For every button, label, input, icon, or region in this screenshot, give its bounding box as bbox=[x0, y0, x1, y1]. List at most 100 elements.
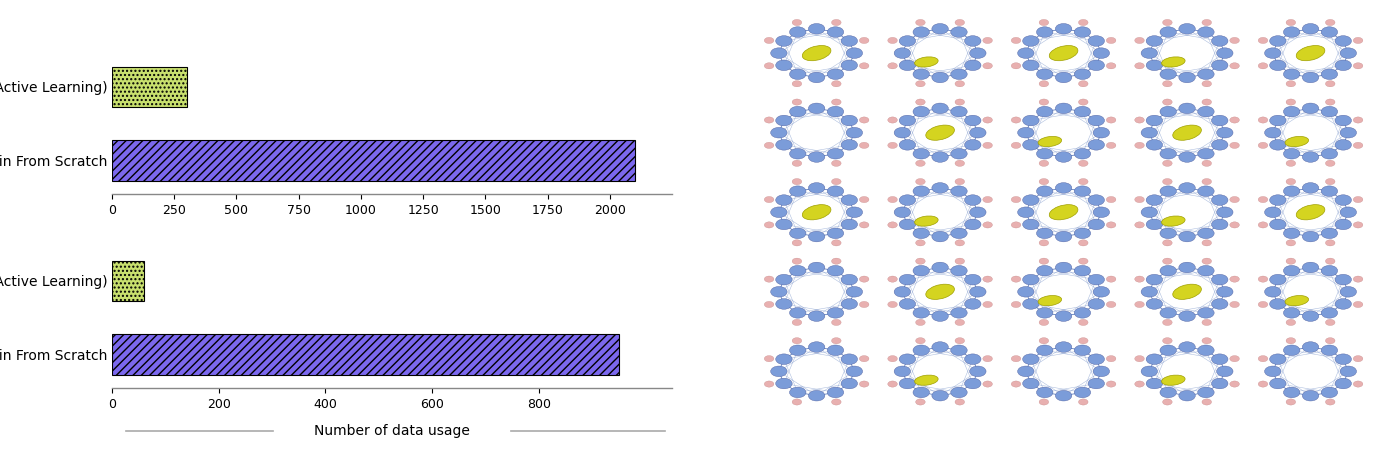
Circle shape bbox=[913, 69, 930, 79]
Circle shape bbox=[970, 207, 986, 217]
Circle shape bbox=[951, 266, 967, 276]
Circle shape bbox=[808, 311, 825, 322]
Circle shape bbox=[965, 354, 981, 364]
Circle shape bbox=[1141, 286, 1158, 297]
Circle shape bbox=[1162, 99, 1172, 105]
Circle shape bbox=[1078, 81, 1088, 87]
Circle shape bbox=[932, 391, 948, 401]
Circle shape bbox=[808, 342, 825, 352]
Circle shape bbox=[1259, 381, 1268, 387]
Circle shape bbox=[792, 179, 802, 185]
Circle shape bbox=[1264, 286, 1281, 297]
Circle shape bbox=[1018, 48, 1035, 59]
Circle shape bbox=[1203, 319, 1211, 326]
Circle shape bbox=[916, 319, 925, 326]
Circle shape bbox=[1074, 266, 1091, 276]
Circle shape bbox=[827, 387, 844, 398]
Circle shape bbox=[983, 355, 993, 362]
Circle shape bbox=[764, 117, 774, 123]
Circle shape bbox=[846, 48, 862, 59]
Circle shape bbox=[1179, 72, 1196, 83]
Circle shape bbox=[1197, 387, 1214, 398]
Circle shape bbox=[1284, 308, 1301, 318]
Circle shape bbox=[1287, 240, 1295, 246]
Circle shape bbox=[808, 152, 825, 162]
Circle shape bbox=[1162, 160, 1172, 166]
Circle shape bbox=[1287, 319, 1295, 326]
Circle shape bbox=[1270, 219, 1287, 230]
Circle shape bbox=[1197, 308, 1214, 318]
Circle shape bbox=[913, 27, 930, 37]
Circle shape bbox=[1018, 207, 1035, 217]
Circle shape bbox=[860, 37, 869, 44]
Circle shape bbox=[832, 338, 841, 344]
Circle shape bbox=[932, 311, 948, 322]
Circle shape bbox=[841, 378, 858, 389]
Circle shape bbox=[1018, 127, 1035, 138]
Circle shape bbox=[776, 274, 792, 285]
Circle shape bbox=[1022, 36, 1039, 46]
Circle shape bbox=[1203, 179, 1211, 185]
Circle shape bbox=[1036, 228, 1053, 239]
Circle shape bbox=[1203, 160, 1211, 166]
Ellipse shape bbox=[1296, 205, 1324, 220]
Circle shape bbox=[1264, 366, 1281, 377]
Circle shape bbox=[1197, 69, 1214, 79]
Circle shape bbox=[1147, 354, 1162, 364]
Circle shape bbox=[1106, 276, 1116, 282]
Circle shape bbox=[1217, 366, 1233, 377]
Circle shape bbox=[1147, 36, 1162, 46]
Circle shape bbox=[827, 345, 844, 355]
Circle shape bbox=[1036, 148, 1053, 159]
Circle shape bbox=[951, 148, 967, 159]
Circle shape bbox=[899, 36, 916, 46]
Circle shape bbox=[1217, 48, 1233, 59]
Circle shape bbox=[1179, 23, 1196, 34]
Circle shape bbox=[1106, 117, 1116, 123]
Circle shape bbox=[1287, 399, 1295, 405]
Circle shape bbox=[860, 63, 869, 69]
Circle shape bbox=[776, 36, 792, 46]
Circle shape bbox=[1056, 262, 1072, 273]
Circle shape bbox=[1162, 258, 1172, 264]
Circle shape bbox=[1229, 142, 1239, 148]
Circle shape bbox=[1162, 240, 1172, 246]
Circle shape bbox=[983, 222, 993, 228]
Circle shape bbox=[899, 299, 916, 309]
Circle shape bbox=[1326, 399, 1336, 405]
Circle shape bbox=[841, 60, 858, 71]
Circle shape bbox=[1106, 381, 1116, 387]
Circle shape bbox=[1141, 127, 1158, 138]
Circle shape bbox=[1162, 179, 1172, 185]
Circle shape bbox=[1093, 366, 1110, 377]
Circle shape bbox=[1197, 27, 1214, 37]
Circle shape bbox=[1011, 301, 1021, 308]
Circle shape bbox=[1340, 48, 1357, 59]
Circle shape bbox=[764, 381, 774, 387]
Circle shape bbox=[776, 378, 792, 389]
Circle shape bbox=[1336, 274, 1351, 285]
Circle shape bbox=[827, 27, 844, 37]
Ellipse shape bbox=[925, 284, 955, 299]
Circle shape bbox=[1088, 299, 1105, 309]
Circle shape bbox=[841, 274, 858, 285]
Circle shape bbox=[1135, 301, 1144, 308]
Circle shape bbox=[1056, 231, 1072, 242]
Circle shape bbox=[916, 160, 925, 166]
Circle shape bbox=[1078, 338, 1088, 344]
Circle shape bbox=[1326, 338, 1336, 344]
Circle shape bbox=[808, 103, 825, 114]
Circle shape bbox=[792, 160, 802, 166]
Circle shape bbox=[832, 81, 841, 87]
Circle shape bbox=[1135, 142, 1144, 148]
Circle shape bbox=[764, 63, 774, 69]
Circle shape bbox=[1179, 262, 1196, 273]
Circle shape bbox=[899, 378, 916, 389]
Circle shape bbox=[1147, 60, 1162, 71]
Circle shape bbox=[951, 106, 967, 117]
Circle shape bbox=[1302, 23, 1319, 34]
Circle shape bbox=[790, 69, 806, 79]
Circle shape bbox=[1056, 23, 1072, 34]
Circle shape bbox=[846, 286, 862, 297]
Circle shape bbox=[1259, 355, 1268, 362]
